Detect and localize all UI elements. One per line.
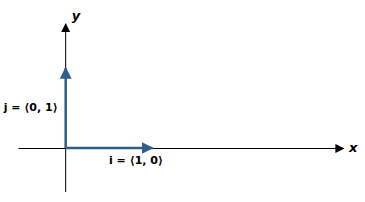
x-axis [19, 148, 344, 149]
vectors [66, 68, 153, 148]
x-axis-line [19, 148, 344, 149]
chart: i = ⟨1, 0⟩ j = ⟨0, 1⟩ x y [0, 0, 365, 202]
vector-label: j = ⟨0, 1⟩ [3, 101, 58, 114]
vector [66, 147, 153, 150]
x-axis-title: x [348, 140, 358, 155]
plot: i = ⟨1, 0⟩ j = ⟨0, 1⟩ x y [3, 8, 358, 192]
vector-label: i = ⟨1, 0⟩ [109, 154, 163, 167]
y-axis-line [65, 24, 66, 192]
vector-labels: i = ⟨1, 0⟩ j = ⟨0, 1⟩ [3, 101, 163, 167]
y-axis [65, 24, 66, 192]
vector [64, 68, 67, 148]
y-axis-title: y [72, 8, 81, 23]
